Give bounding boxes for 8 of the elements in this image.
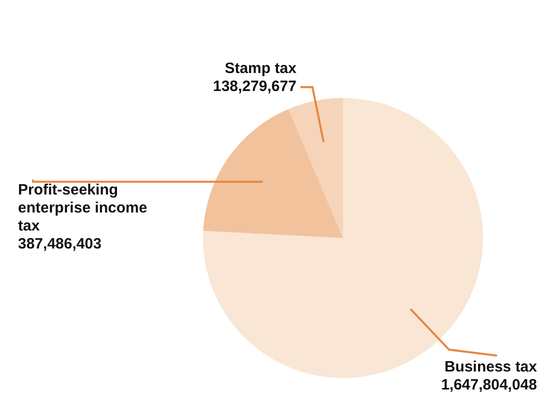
pie-slice (288, 98, 343, 238)
pie-slice (203, 109, 343, 238)
data-label: 1,647,804,048 (441, 376, 537, 394)
slice-label: Stamp tax (224, 60, 298, 78)
slice-label: Profit-seeking enterprise income tax (18, 182, 148, 235)
slice-label: Business tax (444, 358, 538, 376)
data-label: 138,279,677 (213, 78, 296, 96)
data-label: 387,486,403 (18, 236, 102, 253)
